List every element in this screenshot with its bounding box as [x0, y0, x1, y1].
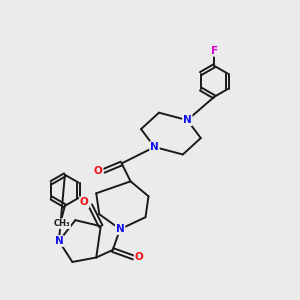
Text: O: O: [94, 166, 103, 176]
Text: N: N: [55, 236, 63, 246]
Text: N: N: [116, 224, 124, 234]
Text: F: F: [211, 46, 218, 56]
Text: O: O: [135, 253, 143, 262]
Text: O: O: [80, 197, 89, 207]
Text: CH₃: CH₃: [54, 219, 70, 228]
Text: N: N: [183, 115, 192, 125]
Text: N: N: [150, 142, 159, 152]
